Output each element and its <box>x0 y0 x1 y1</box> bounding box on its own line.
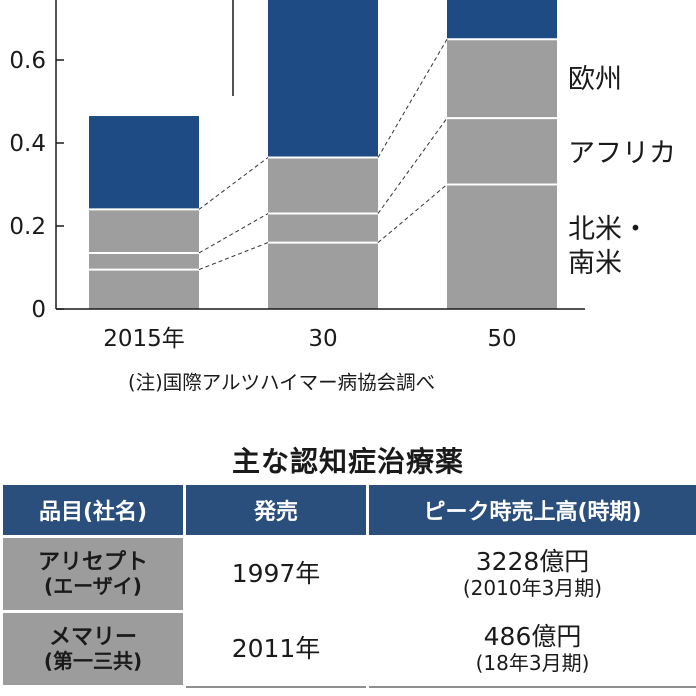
peak-cell: 486億円 (18年3月期) <box>366 610 696 688</box>
launch-cell: 2011年 <box>183 610 369 688</box>
header-product: 品目(社名) <box>0 485 186 538</box>
dashed-connector <box>377 117 448 214</box>
table-header-row: 品目(社名) 発売 ピーク時売上高(時期) <box>0 485 696 538</box>
bar-segment <box>268 157 378 214</box>
company-name: (エーザイ) <box>44 574 142 599</box>
dashed-connector <box>377 38 448 158</box>
bar-segment <box>447 0 557 40</box>
table-row: アリセプト (エーザイ) 1997年 3228億円 (2010年3月期) <box>0 535 696 613</box>
table-title: 主な認知症治療薬 <box>231 445 464 478</box>
x-tick-label: 2015年 <box>103 326 185 352</box>
header-peak-sales: ピーク時売上高(時期) <box>366 485 696 538</box>
dashed-connector <box>198 157 269 210</box>
dashed-connector <box>198 242 269 271</box>
peak-period: (2010年3月期) <box>462 575 603 600</box>
legend-label-americas-line1: 北米・ <box>568 214 649 245</box>
bar-segment <box>89 269 199 309</box>
bar-segment <box>447 118 557 185</box>
peak-period: (18年3月期) <box>475 651 590 676</box>
product-cell: メマリー (第一三共) <box>0 610 186 688</box>
x-tick-label: 50 <box>487 326 516 352</box>
legend-label-americas-line2: 南米 <box>568 248 622 279</box>
product-name: アリセプト <box>37 549 148 575</box>
bar-segment <box>89 209 199 253</box>
bar-segment <box>89 116 199 210</box>
drug-table: 品目(社名) 発売 ピーク時売上高(時期) アリセプト (エーザイ) 1997年… <box>0 485 696 688</box>
stacked-bar-chart: 0 0.2 0.4 0.6 2015年 30 50 欧州 アフリカ 北米・ 南米 <box>9 0 676 352</box>
table-row: メマリー (第一三共) 2011年 486億円 (18年3月期) <box>0 610 696 688</box>
bar-segment <box>268 0 378 158</box>
y-tick-label: 0.6 <box>9 48 46 74</box>
source-note: (注)国際アルツハイマー病協会調べ <box>128 371 436 394</box>
product-name: メマリー <box>48 624 137 650</box>
dashed-connector <box>377 184 448 243</box>
company-name: (第一三共) <box>43 649 143 674</box>
bar-segment <box>447 184 557 309</box>
dashed-connector <box>198 213 269 254</box>
product-cell: アリセプト (エーザイ) <box>0 535 186 613</box>
bar-segment <box>268 213 378 243</box>
y-tick-label: 0 <box>31 297 46 323</box>
y-tick-label: 0.2 <box>9 214 46 240</box>
x-tick-label: 30 <box>308 326 337 352</box>
y-tick-label: 0.4 <box>9 131 46 157</box>
bar-segment <box>89 252 199 270</box>
launch-cell: 1997年 <box>183 535 369 613</box>
bar-segment <box>268 242 378 309</box>
legend-label-africa: アフリカ <box>568 138 676 169</box>
header-launch: 発売 <box>183 485 369 538</box>
legend-label-europe: 欧州 <box>568 64 622 95</box>
peak-cell: 3228億円 (2010年3月期) <box>366 535 696 613</box>
bar-segment <box>447 39 557 119</box>
peak-sales: 3228億円 <box>475 547 590 577</box>
peak-sales: 486億円 <box>483 622 582 652</box>
